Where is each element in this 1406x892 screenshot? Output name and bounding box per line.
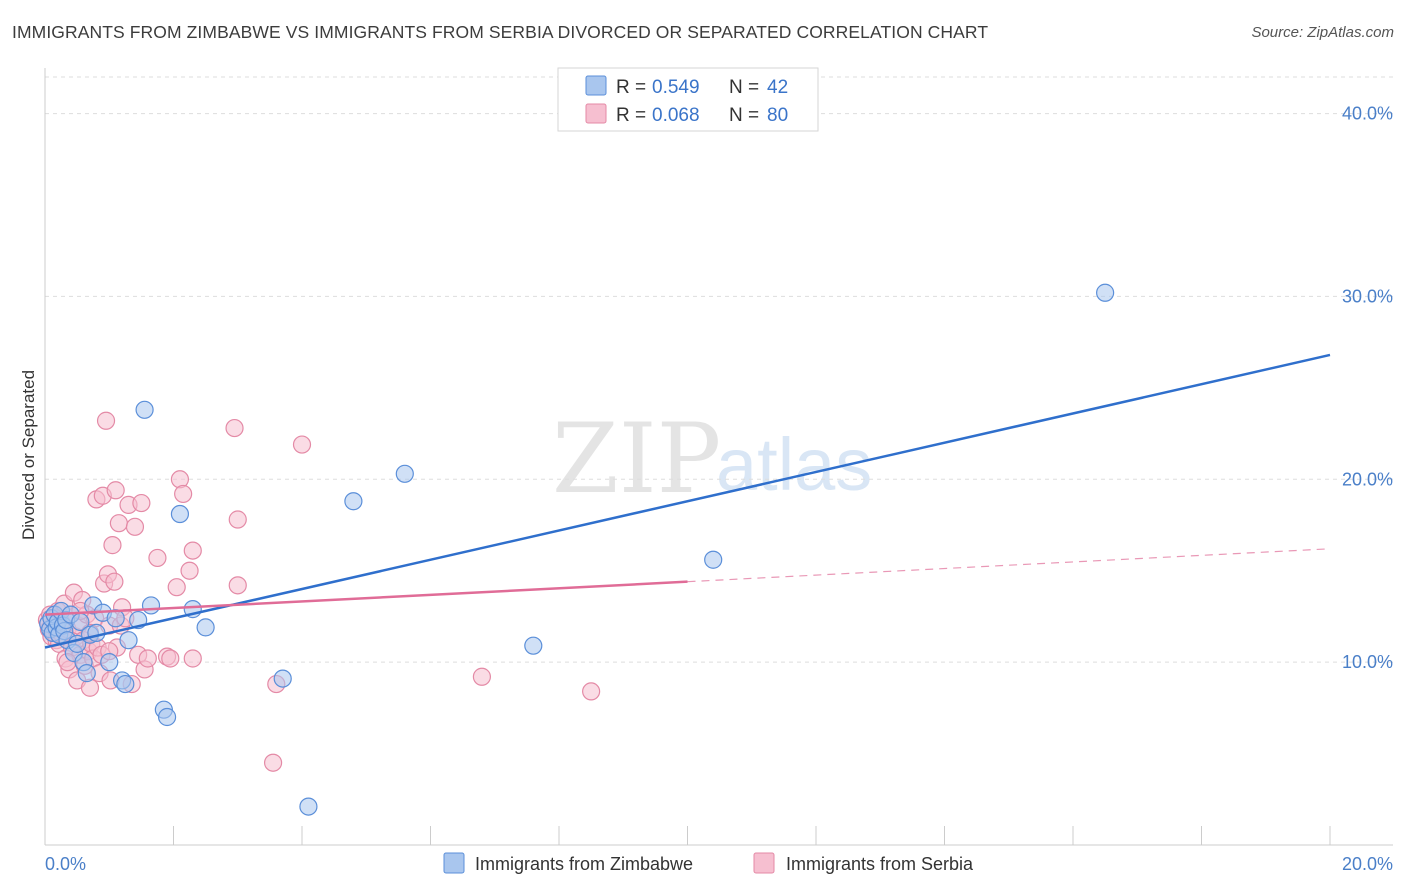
x-tick-label-min: 0.0% [45,854,86,874]
point-zimbabwe-41 [1096,283,1115,302]
legend-n-value-serbia: 80 [767,105,788,126]
bottom-legend-swatch-serbia [753,852,775,874]
point-serbia-67 [228,576,247,595]
point-zimbabwe-18 [77,664,96,683]
trend-line-zimbabwe [44,353,1331,649]
point-serbia-65 [183,649,202,668]
point-serbia-57 [148,548,167,568]
chart-title: IMMIGRANTS FROM ZIMBABWE VS IMMIGRANTS F… [12,22,989,42]
gridlines [45,76,1393,663]
point-serbia-43 [105,572,124,591]
point-zimbabwe-35 [196,618,215,637]
y-tick-label-10: 10.0% [1342,652,1393,672]
series-legend: Immigrants from Zimbabwe Immigrants from… [443,852,974,874]
y-tick-label-20: 20.0% [1342,469,1393,489]
legend-n-label-zimbabwe: N = [729,77,759,98]
point-zimbabwe-37 [344,492,363,511]
point-zimbabwe-33 [170,504,190,524]
watermark: ZIP atlas [552,403,872,515]
legend-swatch-zimbabwe [585,75,607,96]
point-serbia-59 [161,649,180,668]
point-zimbabwe-21 [87,623,106,642]
x-tick-label-max: 20.0% [1342,854,1393,874]
point-zimbabwe-30 [141,596,161,615]
point-serbia-38 [96,411,116,430]
trend-line-serbia-extension [687,548,1331,583]
point-serbia-61 [170,470,190,489]
chart-source: Source: ZipAtlas.com [1251,24,1394,41]
legend-r-label-zimbabwe: R = [616,77,646,98]
legend-swatch-serbia [585,103,607,124]
point-serbia-63 [180,561,199,580]
point-serbia-28 [80,678,100,697]
bottom-legend-label-serbia: Immigrants from Serbia [786,854,974,874]
y-axis-ticks: 10.0% 20.0% 30.0% 40.0% [1342,104,1393,673]
point-zimbabwe-29 [135,400,154,419]
point-serbia-42 [103,536,122,555]
y-tick-label-40: 40.0% [1342,104,1393,124]
point-serbia-73 [582,682,601,701]
point-zimbabwe-26 [116,674,135,694]
y-axis-title: Divorced or Separated [19,370,38,540]
point-zimbabwe-38 [395,464,414,483]
point-zimbabwe-32 [157,707,177,727]
legend-n-label-serbia: N = [729,105,759,126]
legend-r-label-serbia: R = [616,105,646,126]
point-zimbabwe-36 [273,669,292,688]
point-serbia-54 [132,493,151,513]
legend-n-value-zimbabwe: 42 [767,77,788,98]
point-zimbabwe-23 [100,653,119,672]
stats-legend: R = 0.549 N = 42 R = 0.068 N = 80 [557,67,819,132]
point-serbia-71 [292,435,312,454]
point-serbia-60 [167,578,186,597]
point-serbia-68 [228,510,247,529]
point-serbia-66 [225,418,244,438]
point-serbia-52 [125,517,145,536]
x-axis-ticks [173,826,1331,845]
legend-r-value-zimbabwe: 0.549 [652,77,700,98]
point-zimbabwe-42 [299,797,318,816]
point-serbia-46 [109,514,128,533]
point-serbia-62 [174,484,193,504]
point-serbia-64 [183,541,202,560]
bottom-legend-label-zimbabwe: Immigrants from Zimbabwe [475,854,693,874]
trend-lines [44,353,1331,649]
point-serbia-56 [138,649,157,668]
y-tick-label-30: 30.0% [1342,286,1393,306]
watermark-zip: ZIP [552,403,721,515]
point-serbia-44 [106,481,125,500]
trend-line-serbia [44,580,688,616]
point-zimbabwe-27 [119,631,138,650]
legend-r-value-serbia: 0.068 [652,105,700,126]
point-zimbabwe-39 [524,636,543,655]
point-serbia-70 [263,753,283,772]
point-serbia-72 [472,667,491,686]
point-zimbabwe-40 [704,550,723,569]
bottom-legend-swatch-zimbabwe [443,852,465,874]
